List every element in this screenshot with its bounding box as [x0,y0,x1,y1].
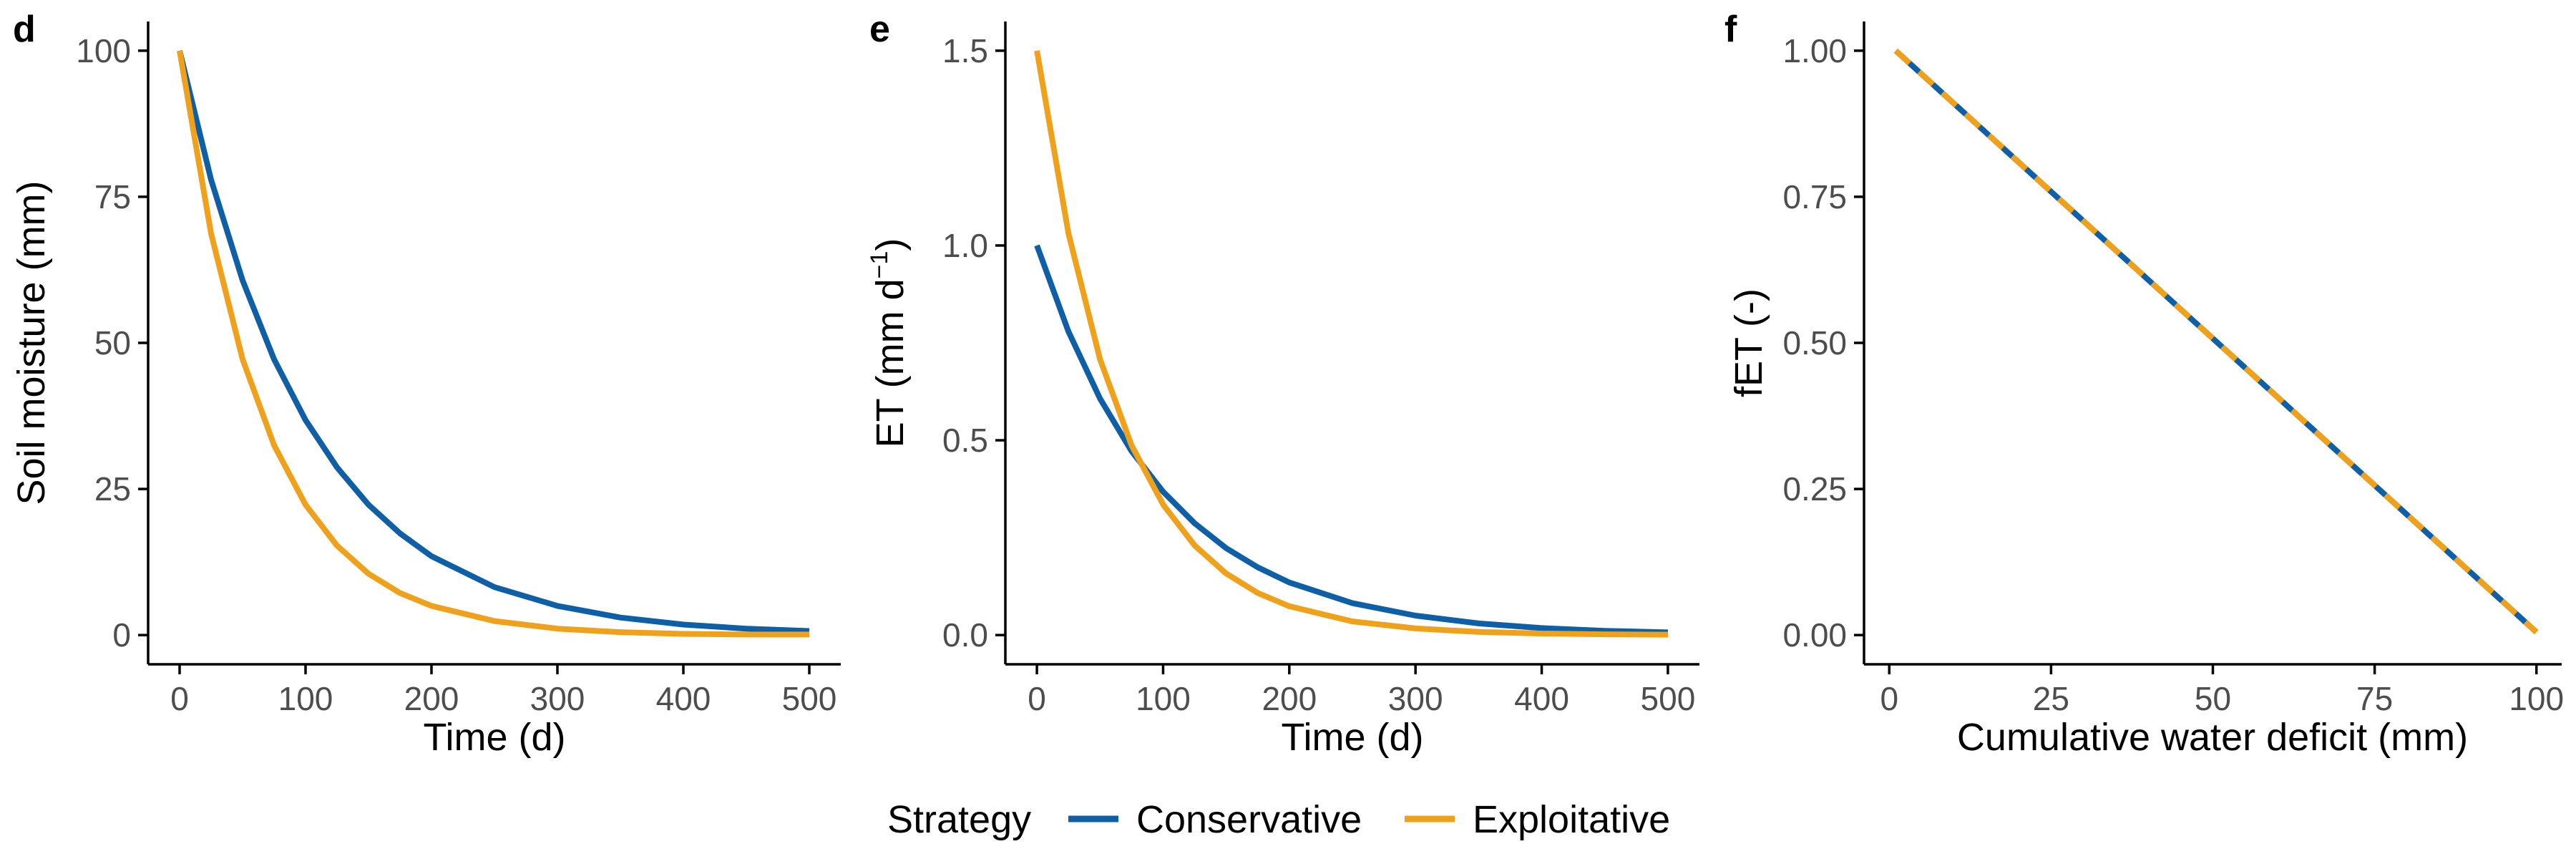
panel-f-y-tick-label: 0.75 [1782,178,1847,215]
panel-e-x-title: Time (d) [1282,716,1424,759]
panel-d-y-tick-label: 0 [112,616,131,654]
panel-f-x-tick-label: 75 [2356,680,2393,717]
panel-f-y-tick-label: 0.50 [1782,324,1847,361]
panel-d-y-ticks: 0 25 50 75 100 [76,32,148,654]
panel-d-x-tick-label: 0 [170,680,189,717]
panel-e-x-tick-label: 0 [1028,680,1046,717]
panel-f-y-tick-label: 1.00 [1782,32,1847,69]
panel-d-x-tick-label: 500 [782,680,837,717]
panel-e-y-ticks: 0.0 0.5 1.0 1.5 [942,32,1005,654]
legend: Strategy Conservative Exploitative [887,798,1670,841]
panel-d-y-tick-label: 75 [94,178,131,215]
legend-title: Strategy [887,798,1031,841]
panel-e-y-tick-label: 0.5 [942,422,988,459]
panel-e-lines [1034,50,1668,638]
panel-d-y-title: Soil moisture (mm) [10,180,53,505]
panel-letter-e: e [869,9,890,50]
panel-e-y-title-superscript: −1 [866,251,893,279]
panel-e-x-tick-label: 200 [1262,680,1317,717]
panel-f-x-title: Cumulative water deficit (mm) [1957,716,2468,759]
panel-letter-f: f [1724,9,1737,50]
panel-f-y-ticks: 0.00 0.25 0.50 0.75 1.00 [1782,32,1864,654]
panel-e-series-exploitative [1034,50,1668,638]
panel-d-lines [177,49,810,638]
panel-d-y-tick-label: 25 [94,470,131,508]
panel-e-series-conservative [1034,244,1668,636]
panel-f-lines [1893,48,2539,635]
panel-d-series-exploitative [177,50,809,638]
panel-f-y-title: fET (-) [1727,288,1770,397]
legend-label-conservative: Conservative [1136,798,1362,841]
panel-d-x-tick-label: 400 [656,680,711,717]
panel-letter-d: d [13,9,36,50]
panel-f-y-tick-label: 0.25 [1782,470,1847,508]
panel-e-x-ticks: 0 100 200 300 400 500 [1028,664,1695,717]
panel-f-series-exploitative [1893,48,2539,635]
panel-d-x-title: Time (d) [424,716,566,759]
panel-e-y-tick-label: 1.5 [942,32,988,69]
panel-f-x-tick-label: 0 [1880,680,1898,717]
panel-d-x-tick-label: 100 [278,680,333,717]
panel-f-x-tick-label: 50 [2195,680,2231,717]
panel-e-y-title-main: ET (mm d [869,278,912,447]
panel-e: e 0 100 200 300 400 500 0.0 0.5 1.0 1.5 Time (d)… [866,9,1699,759]
panel-d: d 0 100 200 300 400 500 0 25 50 75 100 Time (d) S… [10,9,841,759]
panel-f-x-tick-label: 25 [2033,680,2069,717]
panel-f-x-tick-label: 100 [2509,680,2564,717]
panel-d-x-tick-label: 200 [404,680,459,717]
panel-e-y-title-suffix: ) [869,238,912,251]
panel-f-x-ticks: 0 25 50 75 100 [1880,664,2564,717]
panel-e-y-title: ET (mm d−1) [866,238,912,448]
panel-d-y-tick-label: 100 [76,32,131,69]
panel-e-x-tick-label: 500 [1641,680,1696,717]
panel-f-y-tick-label: 0.00 [1782,616,1847,654]
panel-d-x-tick-label: 300 [530,680,585,717]
panel-e-y-tick-label: 0.0 [942,616,988,654]
panel-d-y-tick-label: 50 [94,324,131,361]
panel-e-y-tick-label: 1.0 [942,227,988,264]
panel-e-x-tick-label: 300 [1388,680,1443,717]
panel-d-x-ticks: 0 100 200 300 400 500 [170,664,836,717]
panel-e-x-tick-label: 100 [1136,680,1191,717]
panel-e-x-tick-label: 400 [1514,680,1569,717]
panel-f: f 0 25 50 75 100 0.00 0.25 0.50 0.75 1.00 Cumula… [1724,9,2564,759]
panel-d-series-conservative [177,49,810,634]
legend-label-exploitative: Exploitative [1473,798,1670,841]
